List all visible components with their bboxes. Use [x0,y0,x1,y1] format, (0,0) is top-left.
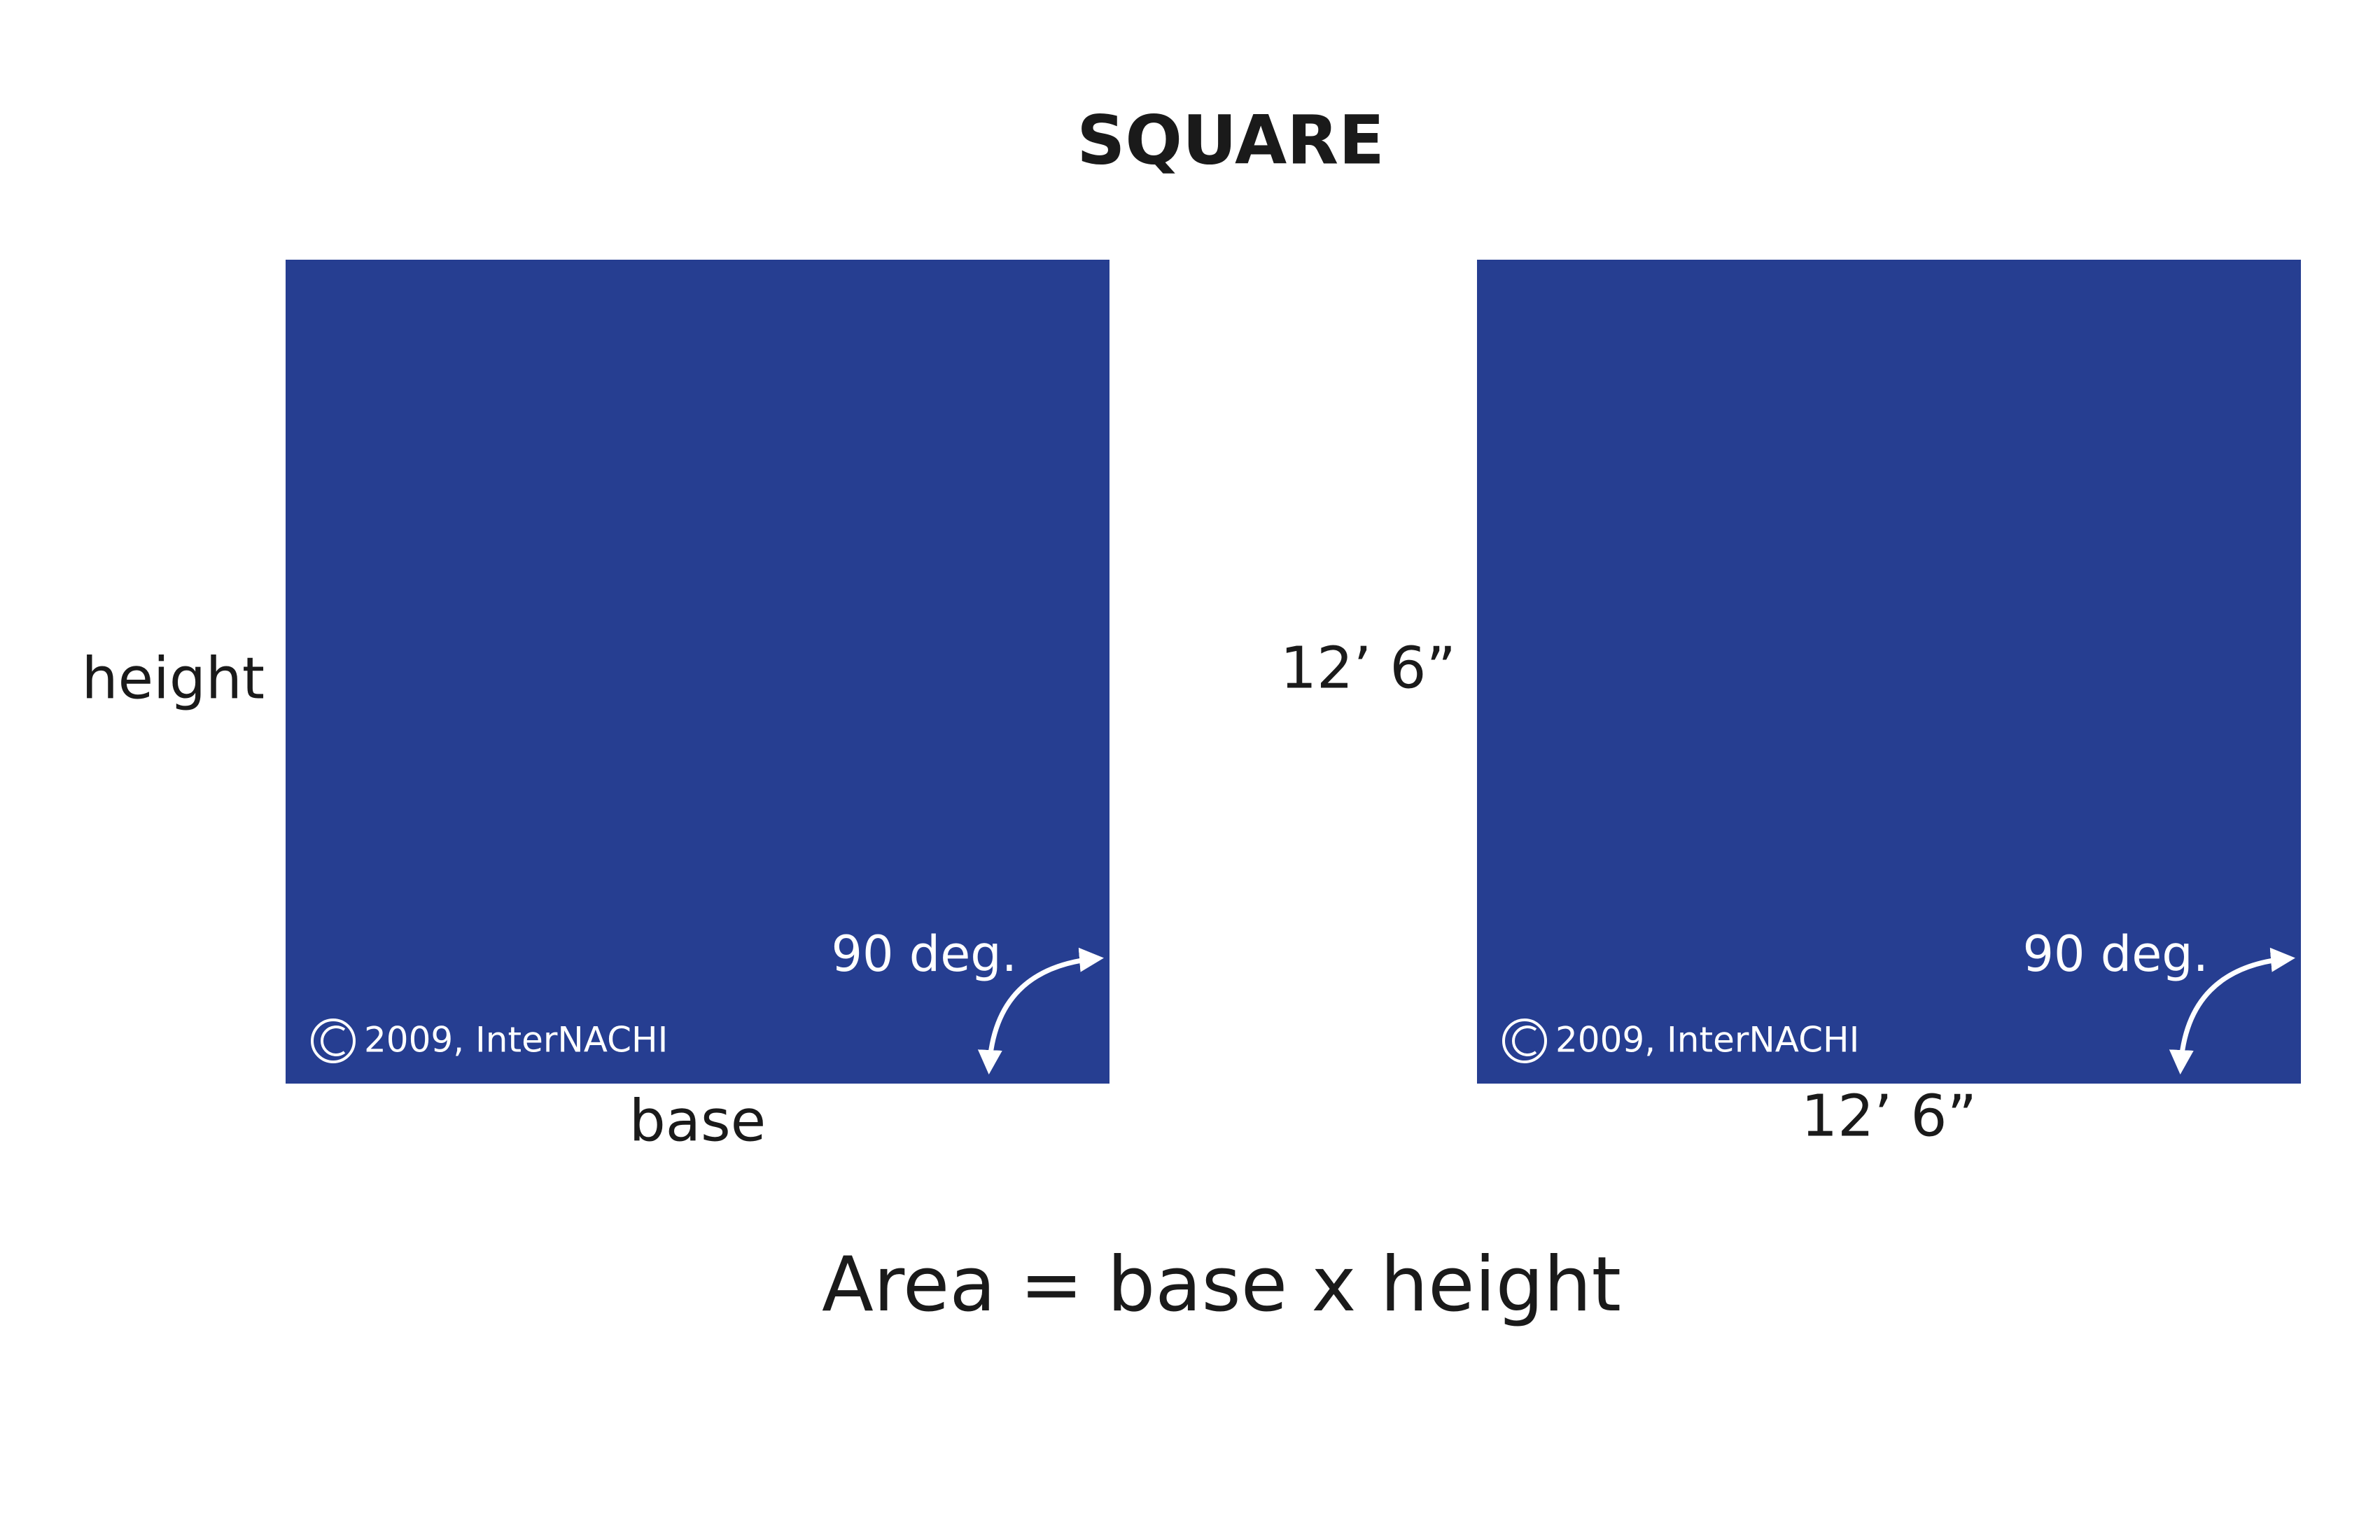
angle-label: 90 deg. [2022,925,2208,983]
square [1477,260,2301,1084]
copyright-c [1512,1026,1537,1056]
height-label: height [82,645,265,712]
shapes: height base 90 deg. 2009, InterNACHI 12’ 6” 1… [82,260,2301,1154]
angle-label: 90 deg. [831,925,1017,983]
copyright-symbol [1502,1018,1547,1063]
copyright: 2009, InterNACHI [1555,1020,1859,1060]
formula: Area = base x height [822,1241,1621,1329]
square [286,260,1110,1084]
base-label: 12’ 6” [1801,1083,1977,1149]
copyright: 2009, InterNACHI [364,1020,668,1060]
title: SQUARE [1077,101,1385,179]
angle-arrow [977,947,1104,1074]
copyright-symbol [311,1018,356,1063]
copyright-c [321,1026,346,1056]
base-label: base [629,1088,766,1154]
angle-arrow [2169,947,2295,1074]
height-label: 12’ 6” [1280,635,1456,701]
